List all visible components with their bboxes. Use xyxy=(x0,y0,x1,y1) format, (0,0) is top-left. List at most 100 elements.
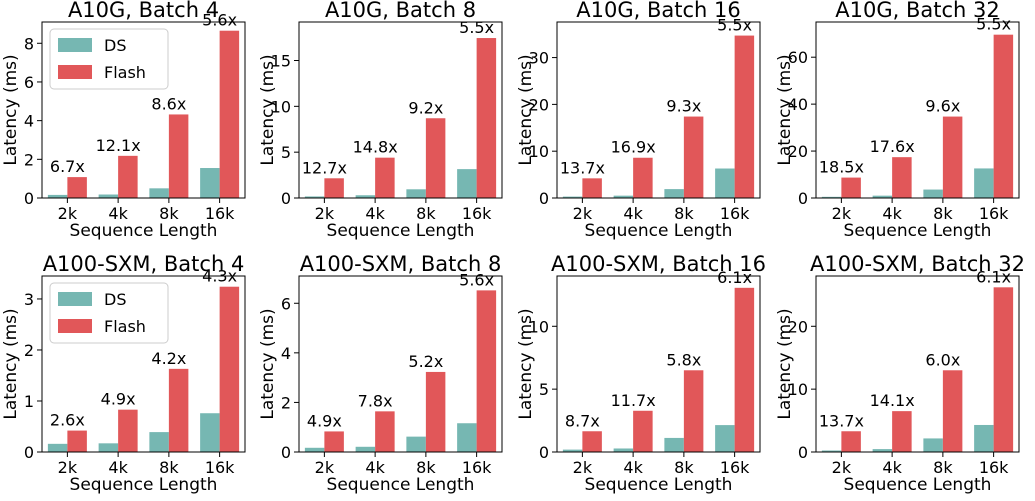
bar-flash-8k xyxy=(683,370,704,452)
y-tick-label: 2 xyxy=(281,393,291,412)
bar-flash-2k xyxy=(67,430,87,452)
bar-flash-4k xyxy=(375,411,395,452)
bar-flash-2k xyxy=(841,431,861,452)
x-tick-label-8k: 8k xyxy=(159,458,179,477)
chart-title: A100-SXM, Batch 32 xyxy=(810,252,1025,276)
y-axis-label: Latency (ms) xyxy=(516,54,536,165)
x-axis-label: Sequence Length xyxy=(327,475,475,495)
speedup-label-16k: 5.5x xyxy=(976,15,1011,34)
plot-frame xyxy=(298,275,503,453)
legend-label-flash: Flash xyxy=(104,317,146,336)
speedup-label-2k: 12.7x xyxy=(302,158,347,177)
x-axis-label: Sequence Length xyxy=(844,475,992,495)
bar-ds-2k xyxy=(562,196,583,198)
bar-flash-2k xyxy=(67,177,87,198)
bar-ds-16k xyxy=(974,424,994,452)
speedup-label-8k: 8.6x xyxy=(151,94,186,113)
bar-ds-8k xyxy=(149,432,169,452)
x-tick-label-8k: 8k xyxy=(159,204,179,223)
y-tick-label: 30 xyxy=(529,49,549,68)
x-tick-label-8k: 8k xyxy=(674,458,694,477)
speedup-label-2k: 13.7x xyxy=(819,411,864,430)
plot-frame xyxy=(815,21,1020,199)
bar-flash-8k xyxy=(683,116,704,198)
y-axis-label: Latency (ms) xyxy=(258,308,278,419)
bar-flash-16k xyxy=(219,286,240,452)
speedup-label-2k: 18.5x xyxy=(819,158,864,177)
speedup-label-4k: 17.6x xyxy=(870,137,915,156)
bar-flash-4k xyxy=(375,157,395,198)
y-axis-label: Latency (ms) xyxy=(516,308,536,419)
bar-flash-16k xyxy=(476,290,497,452)
subplot-7: A100-SXM, Batch 16 8.7x 2k 11.7x 4k 5.8x 8k 6.1… xyxy=(516,252,766,495)
x-axis-label: Sequence Length xyxy=(70,475,218,495)
y-tick-label: 5 xyxy=(281,143,291,162)
y-tick-label: 6 xyxy=(24,73,34,92)
y-axis-label: Latency (ms) xyxy=(775,54,795,165)
speedup-label-4k: 12.1x xyxy=(96,136,141,155)
speedup-label-16k: 6.1x xyxy=(976,267,1011,286)
y-tick-label: 60 xyxy=(788,48,808,67)
bar-flash-16k xyxy=(476,38,497,198)
x-tick-label-4k: 4k xyxy=(882,458,902,477)
x-tick-label-8k: 8k xyxy=(933,204,953,223)
chart-title: A100-SXM, Batch 8 xyxy=(300,252,502,276)
speedup-label-4k: 16.9x xyxy=(611,138,656,157)
x-axis-label: Sequence Length xyxy=(844,221,992,241)
bar-flash-4k xyxy=(633,410,653,452)
legend: DS Flash xyxy=(49,282,169,344)
speedup-label-4k: 7.8x xyxy=(358,391,393,410)
bar-ds-16k xyxy=(715,168,735,198)
x-tick-label-2k: 2k xyxy=(573,204,593,223)
bar-ds-16k xyxy=(974,168,994,198)
y-tick-label: 0 xyxy=(539,189,549,208)
y-tick-label: 6 xyxy=(281,294,291,313)
x-tick-label-4k: 4k xyxy=(365,458,385,477)
bar-ds-8k xyxy=(664,437,684,452)
bar-flash-8k xyxy=(425,118,446,198)
y-axis-label: Latency (ms) xyxy=(1,54,21,165)
speedup-label-2k: 4.9x xyxy=(307,411,342,430)
y-tick-label: 5 xyxy=(539,380,549,399)
chart-title: A10G, Batch 16 xyxy=(576,0,740,22)
x-tick-label-4k: 4k xyxy=(108,204,128,223)
x-tick-label-16k: 16k xyxy=(720,204,750,223)
legend-swatch-ds xyxy=(58,292,92,306)
bar-ds-16k xyxy=(457,169,477,198)
x-tick-label-16k: 16k xyxy=(979,458,1009,477)
bar-ds-8k xyxy=(664,189,684,198)
bar-flash-4k xyxy=(892,157,912,198)
bar-flash-8k xyxy=(168,114,189,198)
speedup-label-2k: 13.7x xyxy=(560,158,605,177)
speedup-label-4k: 14.8x xyxy=(353,138,398,157)
y-tick-label: 0 xyxy=(24,189,34,208)
bar-ds-4k xyxy=(98,443,119,452)
bar-flash-16k xyxy=(993,34,1014,199)
subplot-3: A10G, Batch 16 13.7x 2k 16.9x 4k 9.3x 8k 5.5x 16… xyxy=(516,0,761,241)
x-axis-label: Sequence Length xyxy=(327,221,475,241)
speedup-label-16k: 5.5x xyxy=(459,18,494,37)
bar-flash-2k xyxy=(324,178,344,198)
subplot-4: A10G, Batch 32 18.5x 2k 17.6x 4k 9.6x 8k 5.5x 16… xyxy=(775,0,1020,241)
bar-ds-16k xyxy=(200,168,220,198)
subplot-8: A100-SXM, Batch 32 13.7x 2k 14.1x 4k 6.0x 8k 6.… xyxy=(775,252,1025,495)
y-tick-label: 4 xyxy=(281,344,291,363)
x-tick-label-4k: 4k xyxy=(108,458,128,477)
x-tick-label-2k: 2k xyxy=(315,204,335,223)
y-tick-label: 0 xyxy=(798,443,808,462)
y-tick-label: 20 xyxy=(529,95,549,114)
speedup-label-4k: 4.9x xyxy=(101,390,136,409)
bar-ds-2k xyxy=(47,443,68,452)
speedup-label-8k: 4.2x xyxy=(151,349,186,368)
speedup-label-2k: 8.7x xyxy=(565,411,600,430)
plot-frame xyxy=(556,275,761,453)
bar-ds-8k xyxy=(149,188,169,198)
x-tick-label-2k: 2k xyxy=(58,458,78,477)
legend-label-ds: DS xyxy=(104,36,126,55)
bar-flash-2k xyxy=(841,177,861,198)
bar-ds-2k xyxy=(821,450,842,452)
speedup-label-8k: 9.3x xyxy=(666,97,701,116)
y-tick-label: 10 xyxy=(271,97,291,116)
y-tick-label: 40 xyxy=(788,95,808,114)
